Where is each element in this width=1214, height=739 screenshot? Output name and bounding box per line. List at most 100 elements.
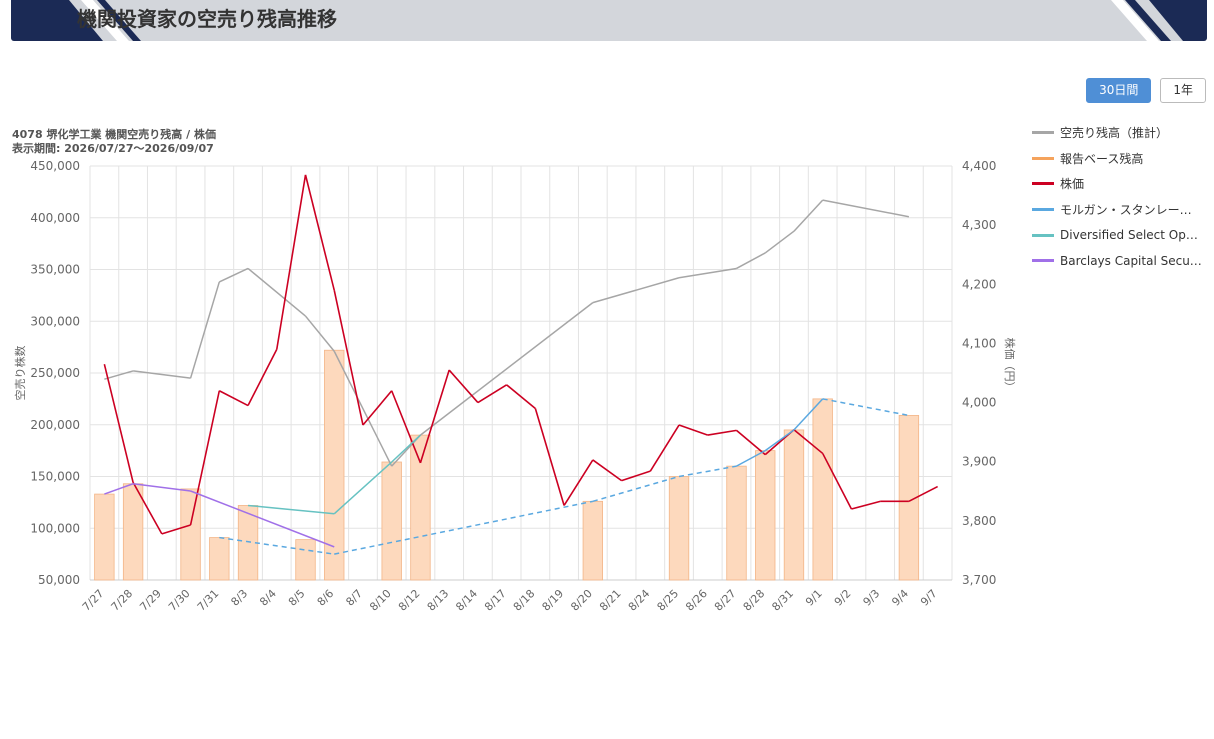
series-line-segment [678,424,709,436]
page-header: 機関投資家の空売り残高推移 [11,0,1207,41]
x-tick-label: 8/18 [511,587,538,614]
legend-item-barclays[interactable]: Barclays Capital Secu… [1032,248,1210,274]
y-tick-label: 50,000 [38,573,80,587]
x-tick-label: 7/31 [195,587,222,614]
series-line-segment [764,230,795,254]
bar-reported-balance [668,476,690,581]
legend-swatch-icon [1032,131,1054,135]
series-line-segment [592,475,680,503]
legend-swatch-icon [1032,259,1054,263]
x-tick-label: 7/27 [80,587,107,614]
legend-item-estimated-balance[interactable]: 空売り残高（推計） [1032,120,1210,146]
header-decoration [11,0,1207,41]
series-line-segment [275,174,307,350]
bar-reported-balance [410,434,431,581]
y-tick-label: 350,000 [30,263,80,277]
y2-tick-label: 3,800 [962,514,996,528]
series-line-segment [362,390,393,426]
x-tick-label: 8/14 [453,587,480,614]
series-line-segment [649,424,680,472]
bar-reported-balance [295,539,316,581]
bar-reported-balance [94,493,115,581]
legend-swatch-icon [1032,208,1054,212]
x-tick-label: 8/27 [712,587,739,614]
series-line-segment [390,390,422,464]
series-line-segment [793,199,824,232]
x-tick-label: 8/4 [257,587,279,609]
y2-tick-label: 4,300 [962,218,996,232]
chart-period: 表示期間: 2026/07/27〜2026/09/07 [12,142,214,155]
x-tick-label: 9/2 [832,587,854,609]
x-tick-label: 9/4 [889,587,911,609]
series-line-segment [506,384,536,410]
series-line-segment [189,390,221,526]
y2-tick-label: 4,200 [962,277,996,291]
line-diversified-select-opp-segment [391,434,421,463]
legend-item-stock-price[interactable]: 株価 [1032,171,1210,197]
series-line-segment [678,267,737,279]
chart-info: 4078 堺化学工業 機関空売り残高 / 株価 表示期間: 2026/07/27… [12,128,216,156]
legend-swatch-icon [1032,233,1054,237]
x-tick-label: 8/19 [540,587,567,614]
y-tick-label: 200,000 [30,418,80,432]
series-line-segment [218,390,249,407]
series-line-segment [764,429,795,452]
y-tick-label: 450,000 [30,159,80,173]
x-tick-label: 8/5 [286,587,308,609]
series-line-segment [822,398,910,417]
series-line-segment [419,302,594,436]
series-line-segment [477,384,508,404]
series-line-segment [189,281,221,379]
x-tick-label: 7/29 [137,587,164,614]
y2-tick-label: 4,400 [962,159,996,173]
bar-reported-balance [898,415,920,581]
series-line-segment [793,398,824,431]
y-tick-label: 150,000 [30,470,80,484]
series-line-segment [103,363,134,483]
x-tick-label: 8/7 [343,587,365,609]
series-line-segment [678,465,737,478]
line-diversified-select-opp-segment [333,461,393,515]
x-tick-label: 9/1 [803,587,825,609]
bar-reported-balance [122,483,144,581]
x-tick-label: 9/7 [918,587,940,609]
y2-tick-label: 4,100 [962,336,996,350]
x-tick-label: 8/31 [769,587,796,614]
legend-item-morgan-stanley[interactable]: モルガン・スタンレー… [1032,197,1210,223]
series-line-segment [621,470,651,482]
bar-reported-balance [180,488,201,581]
series-line-segment [333,350,393,467]
chart-legend: 空売り残高（推計） 報告ベース残高 株価 モルガン・スタンレー… Diversi… [1032,120,1210,274]
tab-30-days[interactable]: 30日間 [1086,78,1152,103]
x-tick-label: 8/26 [683,587,710,614]
series-line-segment [563,459,594,506]
x-tick-label: 8/6 [315,587,337,609]
legend-item-diversified-select[interactable]: Diversified Select Opp… [1032,222,1210,248]
x-tick-label: 8/17 [482,587,509,614]
period-tabs: 30日間 1年 [1086,78,1206,103]
series-line-segment [851,500,881,510]
x-tick-label: 8/12 [396,587,423,614]
series-line-segment [707,429,737,436]
tab-1-year[interactable]: 1年 [1160,78,1206,103]
legend-item-reported-balance[interactable]: 報告ベース残高 [1032,146,1210,172]
y2-tick-label: 3,700 [962,573,996,587]
series-line-segment [333,290,364,426]
x-tick-label: 8/13 [425,587,452,614]
series-line-segment [736,449,766,467]
series-line-segment [592,277,680,304]
x-tick-label: 8/24 [626,587,653,614]
series-line-segment [735,429,766,456]
x-tick-label: 8/3 [228,587,250,609]
x-tick-label: 8/28 [741,587,768,614]
line-diversified-select-opp-segment [247,504,335,515]
y-tick-label: 100,000 [30,521,80,535]
line-barclays-capital-secu-segment [190,490,335,548]
y2-axis-title: 株価（円） [1003,338,1017,393]
chart-title: 4078 堺化学工業 機関空売り残高 / 株価 [12,128,216,141]
legend-swatch-icon [1032,156,1054,160]
y2-tick-label: 3,900 [962,455,996,469]
x-tick-label: 7/28 [109,587,136,614]
x-tick-label: 9/3 [861,587,883,609]
